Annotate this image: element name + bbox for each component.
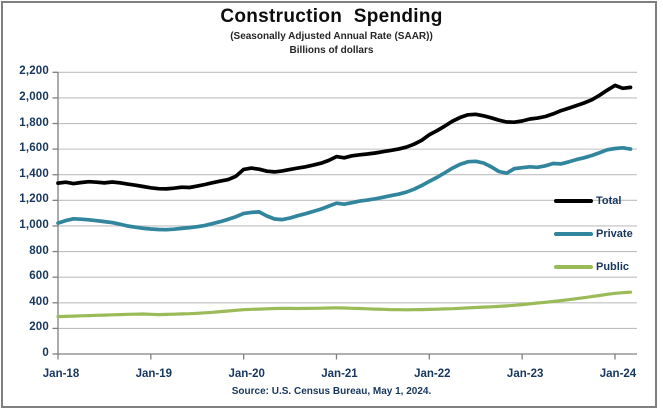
y-axis-tick-label: 2,000	[19, 90, 49, 103]
source-note: Source: U.S. Census Bureau, May 1, 2024.	[231, 386, 432, 397]
total-line-swatch	[554, 199, 593, 203]
chart-subtitle: (Seasonally Adjusted Annual Rate (SAAR))	[230, 31, 433, 42]
y-axis-tick-label: 800	[29, 244, 49, 257]
public-line-swatch	[554, 265, 593, 269]
y-axis-tick-label: 1,400	[19, 167, 49, 180]
x-axis-tick-label: Jan-22	[414, 368, 451, 380]
chart-units-label: Billions of dollars	[289, 45, 374, 56]
chart-title: Construction Spending	[220, 6, 443, 27]
x-axis-tick-label: Jan-19	[135, 368, 173, 380]
y-axis-tick-label: 1,600	[19, 142, 49, 155]
x-axis-tick-label: Jan-18	[42, 368, 80, 380]
legend-label-total: Total	[596, 195, 622, 207]
y-axis-tick-label: 200	[29, 321, 49, 334]
legend-item-total: Total	[554, 195, 621, 207]
legend-item-private: Private	[554, 228, 633, 240]
y-axis-tick-label: 1,800	[19, 116, 49, 129]
private-line-swatch	[554, 232, 593, 236]
legend-label-private: Private	[596, 228, 633, 240]
x-axis-tick-label: Jan-24	[599, 368, 637, 380]
x-axis-tick-label: Jan-20	[228, 368, 265, 380]
y-axis-tick-label: 1,200	[19, 193, 49, 206]
legend-item-public: Public	[554, 261, 629, 273]
y-axis-tick-label: 1,000	[19, 218, 49, 231]
y-axis-tick-label: 600	[29, 270, 49, 283]
y-axis-tick-label: 2,200	[19, 65, 49, 78]
legend-label-public: Public	[596, 261, 630, 273]
x-axis-tick-label: Jan-23	[506, 368, 544, 380]
y-axis-tick-label: 0	[42, 347, 49, 359]
y-axis-tick-label: 400	[29, 295, 49, 308]
x-axis-tick-label: Jan-21	[321, 368, 358, 380]
